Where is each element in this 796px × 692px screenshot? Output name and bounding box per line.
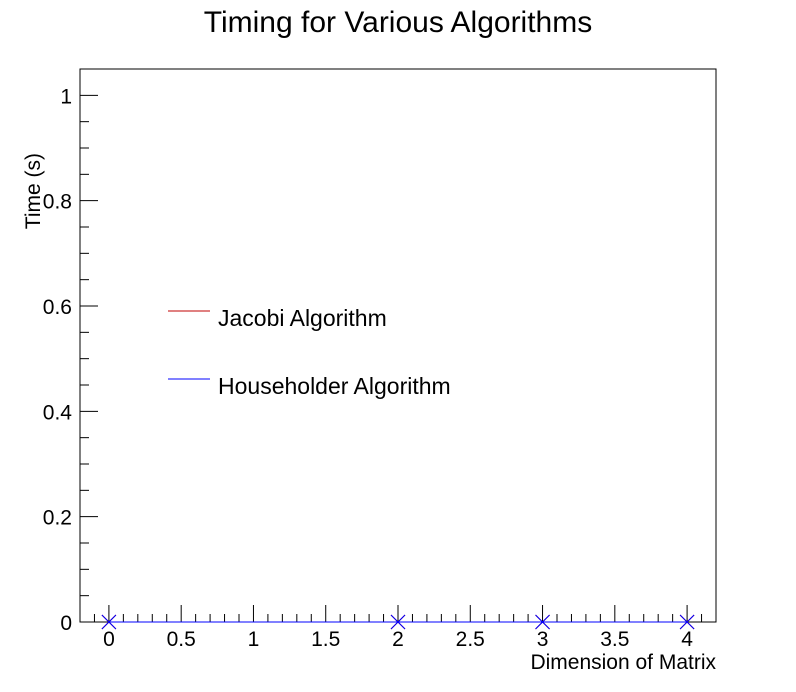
y-tick-label: 0	[60, 612, 72, 635]
x-tick-label: 0	[103, 628, 115, 651]
data-point-marker	[679, 614, 695, 630]
data-point-marker	[390, 614, 406, 630]
y-tick-labels: 0 0.2 0.4 0.6 0.8 1	[43, 85, 73, 635]
x-tick-label: 0.5	[167, 628, 196, 651]
y-axis-label: Time (s)	[22, 153, 45, 229]
legend-label: Householder Algorithm	[218, 373, 451, 399]
y-tick-label: 0.6	[43, 296, 72, 319]
x-tick-label: 3	[537, 628, 549, 651]
x-axis-label: Dimension of Matrix	[530, 651, 716, 674]
y-tick-label: 0.2	[43, 507, 72, 530]
legend: Jacobi Algorithm Householder Algorithm	[168, 305, 451, 399]
y-tick-label: 0.4	[43, 401, 73, 424]
chart-title: Timing for Various Algorithms	[204, 6, 592, 39]
plot-frame	[79, 68, 717, 623]
x-tick-label: 1.5	[311, 628, 340, 651]
x-tick-label: 1	[248, 628, 260, 651]
x-tick-label: 4	[681, 628, 693, 651]
x-axis-ticks	[79, 605, 717, 622]
x-tick-label: 2.5	[456, 628, 485, 651]
x-tick-label: 2	[392, 628, 404, 651]
legend-label: Jacobi Algorithm	[218, 305, 387, 331]
y-tick-label: 1	[60, 85, 72, 108]
y-tick-label: 0.8	[43, 191, 72, 214]
x-tick-label: 3.5	[600, 628, 629, 651]
y-axis-ticks	[80, 68, 98, 623]
data-point-marker	[535, 614, 550, 630]
series-householder	[101, 614, 695, 630]
series-layer	[101, 614, 695, 630]
data-point-marker	[101, 614, 117, 630]
x-tick-labels: 0 0.5 1 1.5 2 2.5 3 3.5 4	[103, 628, 693, 651]
